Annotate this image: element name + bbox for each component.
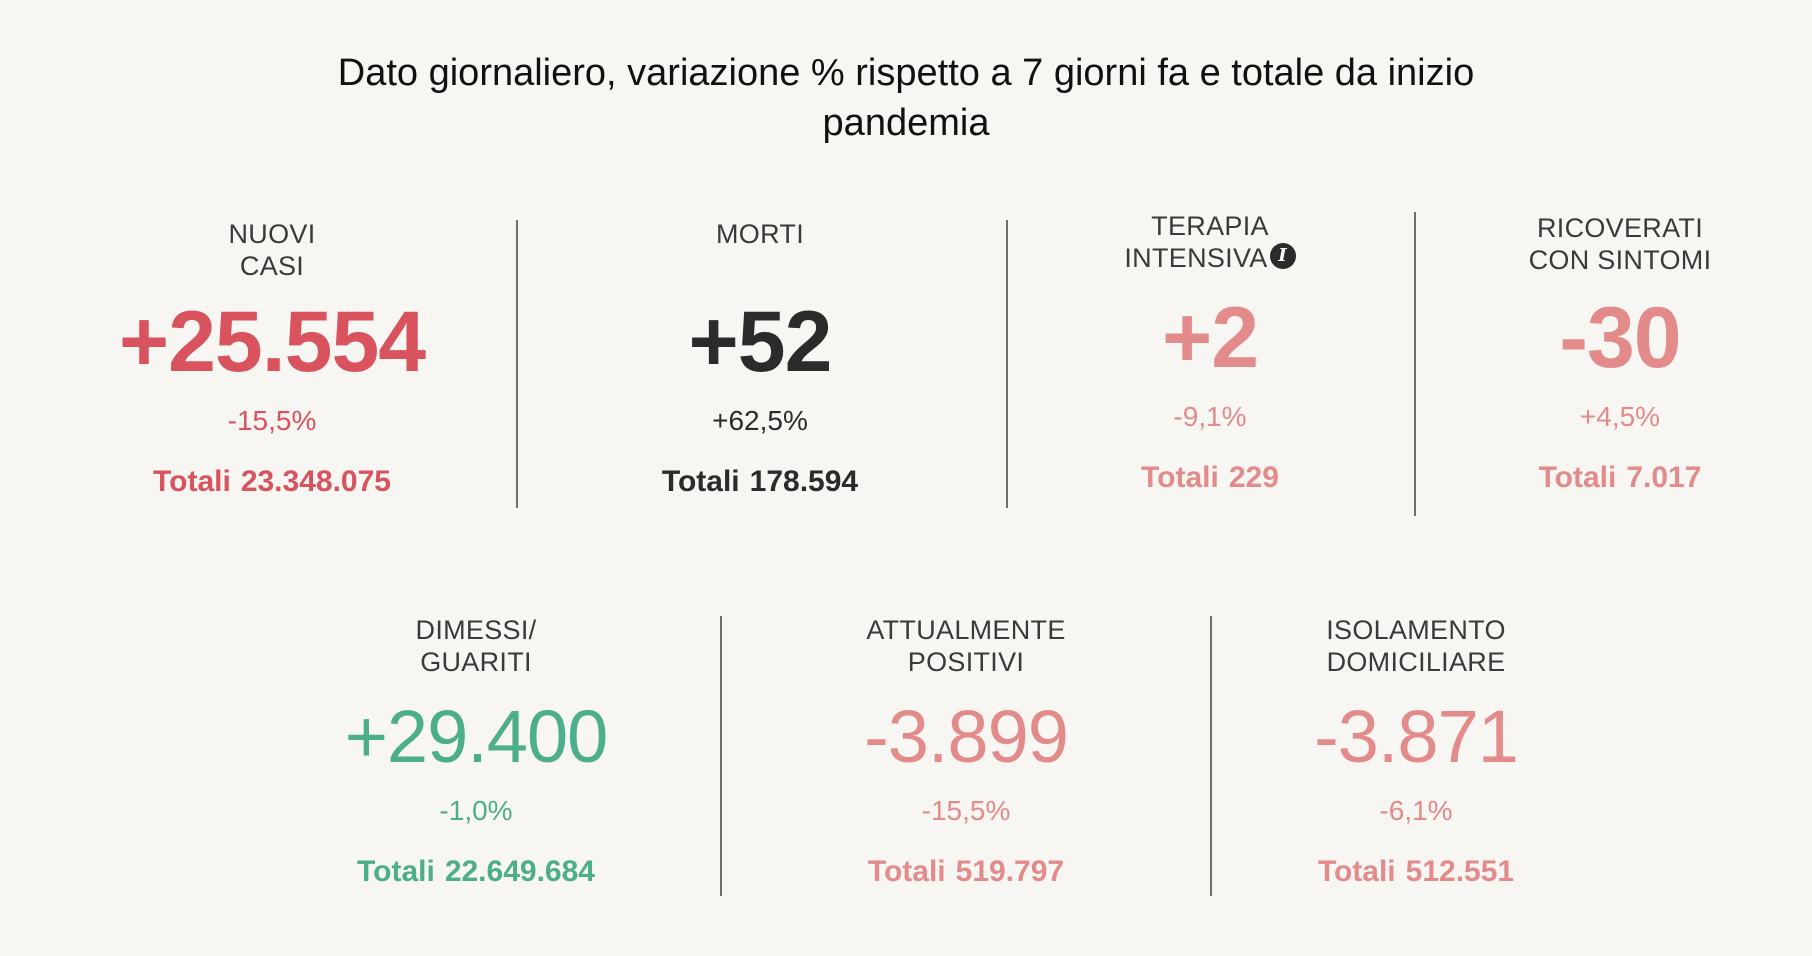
stat-terapia-intensiva: TERAPIA INTENSIVA i +2 -9,1% Totali 229 xyxy=(1030,210,1390,496)
totals-label: Totali xyxy=(1317,855,1396,888)
label-line: ATTUALMENTE xyxy=(866,615,1066,645)
stat-ricoverati: RICOVERATI CON SINTOMI -30 +4,5% Totali 7… xyxy=(1440,212,1800,496)
stat-total: Totali 512.551 xyxy=(1236,854,1596,890)
total-value: 7.017 xyxy=(1626,461,1702,494)
totals-label: Totali xyxy=(661,465,740,498)
stat-value: +25.554 xyxy=(118,294,426,390)
divider xyxy=(720,616,722,896)
label-line: INTENSIVA xyxy=(1124,243,1268,273)
total-value: 178.594 xyxy=(749,465,859,498)
stat-total: Totali 519.797 xyxy=(786,854,1146,890)
label-line: MORTI xyxy=(716,219,804,249)
stat-label: ATTUALMENTE POSITIVI xyxy=(786,614,1146,678)
stat-label: RICOVERATI CON SINTOMI xyxy=(1440,212,1800,276)
stat-positivi: ATTUALMENTE POSITIVI -3.899 -15,5% Total… xyxy=(786,614,1146,890)
label-line: DIMESSI/ xyxy=(415,615,537,645)
totals-label: Totali xyxy=(357,855,435,888)
divider xyxy=(1414,212,1416,516)
stat-value: +29.400 xyxy=(344,695,609,778)
label-line: ISOLAMENTO xyxy=(1326,615,1506,645)
stat-dimessi: DIMESSI/ GUARITI +29.400 -1,0% Totali 22.… xyxy=(296,614,656,890)
stat-nuovi-casi: NUOVI CASI +25.554 -15,5% Totali 23.348.0… xyxy=(92,218,452,500)
stat-total: Totali 178.594 xyxy=(580,464,940,500)
label-line: GUARITI xyxy=(420,647,532,677)
stat-label: MORTI xyxy=(580,218,940,282)
stat-label: NUOVI CASI xyxy=(92,218,452,282)
stat-value: -30 xyxy=(1559,290,1681,386)
stat-morti: MORTI +52 +62,5% Totali 178.594 xyxy=(580,218,940,500)
page-title: Dato giornaliero, variazione % rispetto … xyxy=(337,52,1475,144)
divider xyxy=(516,220,518,508)
stat-value: +2 xyxy=(1161,290,1259,386)
stat-label: DIMESSI/ GUARITI xyxy=(296,614,656,678)
totals-label: Totali xyxy=(1141,461,1219,494)
divider xyxy=(1210,616,1212,896)
stat-total: Totali 7.017 xyxy=(1440,460,1800,496)
stat-value: -3.899 xyxy=(864,695,1069,778)
stat-change: +4,5% xyxy=(1579,401,1661,432)
stat-total: Totali 23.348.075 xyxy=(92,464,452,500)
label-line: DOMICILIARE xyxy=(1326,647,1506,677)
stat-value: +52 xyxy=(688,294,833,390)
total-value: 229 xyxy=(1228,461,1279,494)
total-value: 22.649.684 xyxy=(444,855,595,888)
label-line: CON SINTOMI xyxy=(1528,245,1712,275)
stat-value: -3.871 xyxy=(1314,695,1519,778)
totals-label: Totali xyxy=(153,465,231,498)
total-value: 23.348.075 xyxy=(240,465,391,498)
stat-total: Totali 229 xyxy=(1030,460,1390,496)
totals-label: Totali xyxy=(867,855,946,888)
stat-label: ISOLAMENTO DOMICILIARE xyxy=(1236,614,1596,678)
label-line: POSITIVI xyxy=(907,647,1025,677)
stat-label: TERAPIA INTENSIVA i xyxy=(1030,210,1390,274)
stat-total: Totali 22.649.684 xyxy=(296,854,656,890)
total-value: 512.551 xyxy=(1405,855,1515,888)
stat-change: -15,5% xyxy=(227,405,317,436)
total-value: 519.797 xyxy=(955,855,1065,888)
stat-change: -1,0% xyxy=(439,795,513,826)
stat-change: -15,5% xyxy=(921,795,1011,826)
label-line: CASI xyxy=(239,251,305,281)
stat-change: +62,5% xyxy=(712,405,808,436)
info-icon[interactable]: i xyxy=(1269,243,1296,269)
label-line: RICOVERATI xyxy=(1536,213,1703,243)
divider xyxy=(1006,220,1008,508)
stat-change: -9,1% xyxy=(1173,401,1247,432)
stat-change: -6,1% xyxy=(1379,795,1453,826)
totals-label: Totali xyxy=(1538,461,1617,494)
label-line: TERAPIA xyxy=(1151,211,1269,241)
stat-isolamento: ISOLAMENTO DOMICILIARE -3.871 -6,1% Tota… xyxy=(1236,614,1596,890)
label-line: NUOVI xyxy=(228,219,316,249)
